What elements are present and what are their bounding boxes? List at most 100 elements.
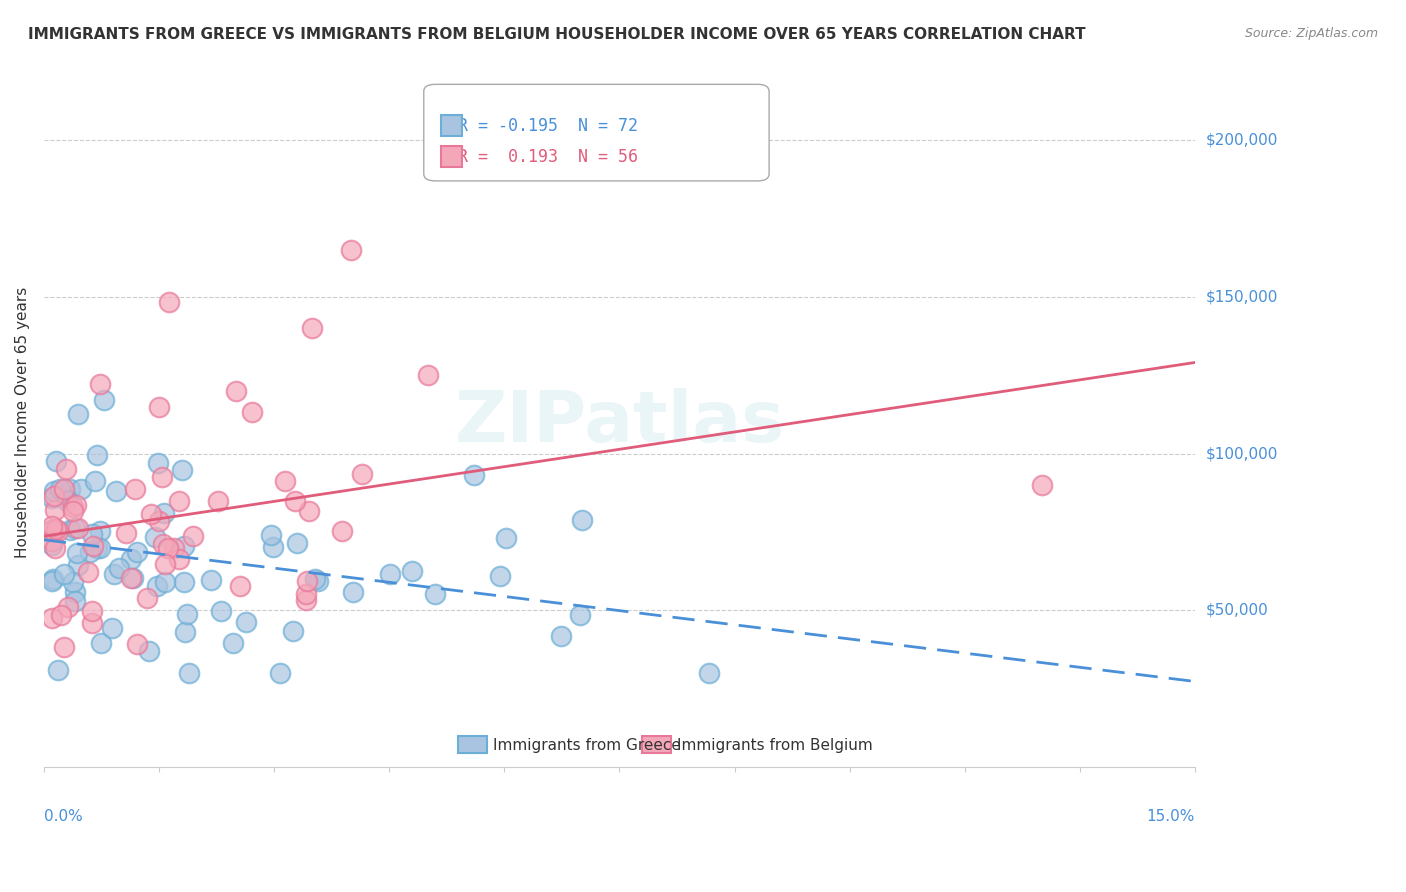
Point: [103, 566, 125, 581]
Point: [342, 585, 364, 599]
Point: [67, 558, 90, 573]
Point: [222, 636, 245, 650]
Point: [66, 546, 89, 560]
Point: [163, 541, 186, 555]
Point: [41, 574, 63, 588]
Point: [46, 663, 69, 677]
Point: [425, 587, 447, 601]
Text: Immigrants from Greece: Immigrants from Greece: [494, 738, 681, 753]
Point: [550, 629, 572, 643]
Point: [127, 637, 149, 651]
Point: [157, 295, 180, 310]
Point: [44, 503, 66, 517]
Point: [42, 572, 65, 586]
Point: [90, 635, 112, 649]
Point: [80, 615, 103, 630]
Point: [66, 407, 89, 421]
Point: [82, 527, 104, 541]
Point: [41, 523, 63, 537]
Point: [155, 575, 177, 590]
Point: [65, 594, 87, 608]
Text: 0.0%: 0.0%: [44, 809, 83, 823]
Point: [145, 579, 167, 593]
Point: [41, 533, 63, 548]
Point: [228, 579, 250, 593]
Point: [173, 540, 195, 554]
Point: [56, 599, 79, 614]
Point: [287, 535, 309, 549]
Point: [86, 541, 108, 555]
Point: [148, 400, 170, 414]
Point: [304, 572, 326, 586]
Point: [284, 494, 307, 508]
Point: [89, 524, 111, 538]
Point: [79, 545, 101, 559]
Point: [463, 468, 485, 483]
Point: [69, 482, 91, 496]
Bar: [441, 115, 461, 136]
Text: Source: ZipAtlas.com: Source: ZipAtlas.com: [1244, 27, 1378, 40]
Point: [56, 491, 79, 506]
Point: [169, 494, 191, 508]
Point: [155, 557, 177, 571]
Point: [41, 611, 63, 625]
Point: [55, 462, 77, 476]
Point: [200, 573, 222, 587]
Point: [181, 529, 204, 543]
Point: [209, 604, 232, 618]
Point: [41, 523, 63, 537]
Point: [44, 541, 66, 556]
Point: [53, 482, 76, 496]
Point: [41, 491, 63, 505]
Text: R =  0.193  N = 56: R = 0.193 N = 56: [458, 148, 638, 166]
Point: [89, 541, 111, 555]
Point: [127, 545, 149, 559]
Point: [401, 564, 423, 578]
Point: [124, 482, 146, 496]
Point: [45, 454, 67, 468]
FancyBboxPatch shape: [423, 85, 769, 181]
Point: [260, 528, 283, 542]
Point: [62, 575, 84, 590]
Point: [53, 640, 76, 654]
Point: [150, 470, 173, 484]
Point: [571, 513, 593, 527]
Point: [120, 571, 142, 585]
Text: $50,000: $50,000: [1206, 603, 1268, 618]
Text: $200,000: $200,000: [1206, 133, 1278, 148]
Y-axis label: Householder Income Over 65 years: Householder Income Over 65 years: [15, 286, 30, 558]
Point: [46, 524, 69, 538]
Bar: [458, 736, 486, 754]
Point: [146, 457, 169, 471]
Point: [378, 566, 401, 581]
Point: [45, 522, 67, 536]
Point: [122, 571, 145, 585]
Text: $150,000: $150,000: [1206, 289, 1278, 304]
Point: [63, 521, 86, 535]
Point: [350, 467, 373, 482]
Point: [83, 475, 105, 489]
Point: [143, 530, 166, 544]
Point: [135, 591, 157, 606]
Point: [179, 666, 201, 681]
Point: [152, 537, 174, 551]
Point: [77, 565, 100, 579]
Point: [170, 463, 193, 477]
Bar: [643, 736, 671, 754]
Point: [240, 405, 263, 419]
Point: [104, 483, 127, 498]
Point: [62, 500, 84, 514]
Point: [294, 587, 316, 601]
Point: [301, 321, 323, 335]
Point: [340, 243, 363, 257]
Point: [489, 568, 512, 582]
Point: [262, 540, 284, 554]
Point: [297, 574, 319, 588]
Point: [157, 541, 180, 556]
Point: [63, 584, 86, 599]
Point: [41, 519, 63, 533]
Text: 15.0%: 15.0%: [1147, 809, 1195, 823]
Point: [82, 539, 104, 553]
Point: [281, 624, 304, 639]
Point: [86, 448, 108, 462]
